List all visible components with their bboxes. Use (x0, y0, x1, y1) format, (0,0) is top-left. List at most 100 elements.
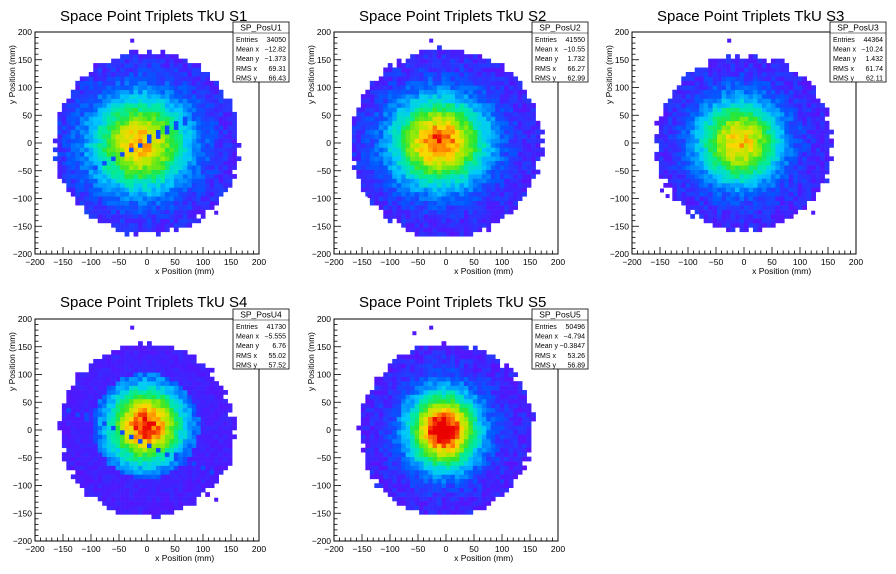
heatmap-bin (111, 205, 116, 210)
heatmap-bin (432, 94, 438, 99)
x-tick-label: 200 (551, 257, 565, 267)
heatmap-bin (779, 200, 785, 206)
heatmap-bin (160, 178, 166, 184)
heatmap-bin (155, 80, 161, 86)
heatmap-bin (120, 63, 125, 68)
heatmap-bin (232, 134, 237, 139)
heatmap-bin (111, 398, 116, 404)
heatmap-bin (374, 129, 380, 135)
heatmap-bin (88, 376, 94, 382)
heatmap-bin (396, 187, 402, 193)
heatmap-bin (111, 469, 116, 475)
heatmap-bin (93, 76, 99, 82)
heatmap-bin (169, 67, 175, 73)
heatmap-bin (387, 165, 393, 170)
heatmap-bin (820, 169, 825, 175)
heatmap-bin (441, 222, 447, 228)
heatmap-bin (374, 138, 380, 144)
heatmap-bin (61, 138, 67, 144)
heatmap-bin (477, 94, 483, 99)
heatmap-bin (120, 209, 125, 215)
heatmap-bin (820, 178, 825, 184)
heatmap-bin (178, 67, 184, 73)
heatmap-bin (209, 156, 215, 162)
heatmap-bin (513, 205, 518, 210)
heatmap-bin (84, 443, 90, 449)
heatmap-bin (169, 85, 175, 91)
heatmap-bin (182, 67, 188, 73)
heatmap-bin (694, 67, 700, 73)
heatmap-bin (138, 483, 143, 489)
heatmap-bin (129, 483, 134, 489)
heatmap-bin (459, 227, 465, 233)
heatmap-bin (93, 443, 99, 449)
heatmap-bin (173, 71, 179, 77)
heatmap-bin (739, 71, 745, 77)
heatmap-bin (88, 134, 94, 139)
heatmap-bin (142, 496, 148, 502)
heatmap-bin (748, 71, 754, 77)
heatmap-bin (806, 156, 812, 162)
heatmap-bin (540, 138, 545, 144)
heatmap-bin (428, 54, 433, 59)
heatmap-bin (730, 182, 736, 188)
heatmap-bin (169, 191, 175, 197)
heatmap-bin (405, 94, 411, 99)
heatmap-bin (499, 191, 505, 197)
heatmap-bin (93, 94, 99, 99)
heatmap-bin (142, 452, 148, 457)
y-tick-label: 100 (615, 83, 629, 93)
heatmap-bin (526, 129, 532, 135)
heatmap-bin (164, 227, 170, 233)
heatmap-bin (775, 85, 781, 91)
heatmap-bin (129, 492, 134, 497)
heatmap-bin (374, 196, 380, 202)
heatmap-bin (396, 182, 402, 188)
heatmap-bin (356, 169, 362, 175)
heatmap-bin (200, 165, 206, 170)
heatmap-bin (708, 156, 713, 162)
heatmap-bin (209, 107, 215, 113)
heatmap-bin (115, 358, 121, 364)
heatmap-bin (690, 196, 696, 202)
heatmap-bin (387, 80, 393, 86)
heatmap-bin (405, 182, 411, 188)
heatmap-bin (129, 116, 134, 122)
heatmap-bin (490, 67, 496, 73)
heatmap-bin (182, 85, 188, 91)
heatmap-bin (526, 125, 532, 130)
heatmap-bin (712, 120, 718, 126)
heatmap-bin (490, 214, 496, 219)
heatmap-bin (730, 116, 736, 122)
heatmap-bin (667, 98, 673, 104)
heatmap-bin (138, 496, 143, 502)
heatmap-bin (508, 138, 514, 144)
heatmap-bin (169, 107, 175, 113)
heatmap-bin (205, 76, 211, 82)
heatmap-bin (173, 187, 179, 193)
heatmap-bin (147, 94, 152, 99)
heatmap-bin (717, 191, 722, 197)
heatmap-bin (748, 120, 754, 126)
heatmap-bin (441, 147, 447, 153)
heatmap-bin (779, 134, 785, 139)
heatmap-bin (672, 89, 678, 95)
heatmap-bin (717, 58, 722, 64)
heatmap-bin (205, 94, 211, 99)
heatmap-bin (414, 67, 420, 73)
heatmap-bin (446, 205, 451, 210)
heatmap-bin (486, 67, 492, 73)
heatmap-bin (182, 58, 188, 64)
heatmap-bin (396, 116, 402, 122)
heatmap-bin (752, 209, 758, 215)
heatmap-bin (365, 165, 371, 170)
heatmap-bin (115, 425, 121, 431)
heatmap-bin (151, 125, 157, 130)
heatmap-bin (360, 169, 366, 175)
heatmap-bin (472, 182, 478, 188)
heatmap-bin (472, 218, 478, 224)
heatmap-bin (658, 116, 664, 122)
heatmap-bin (115, 178, 121, 184)
heatmap-bin (432, 85, 438, 91)
heatmap-bin (472, 67, 478, 73)
